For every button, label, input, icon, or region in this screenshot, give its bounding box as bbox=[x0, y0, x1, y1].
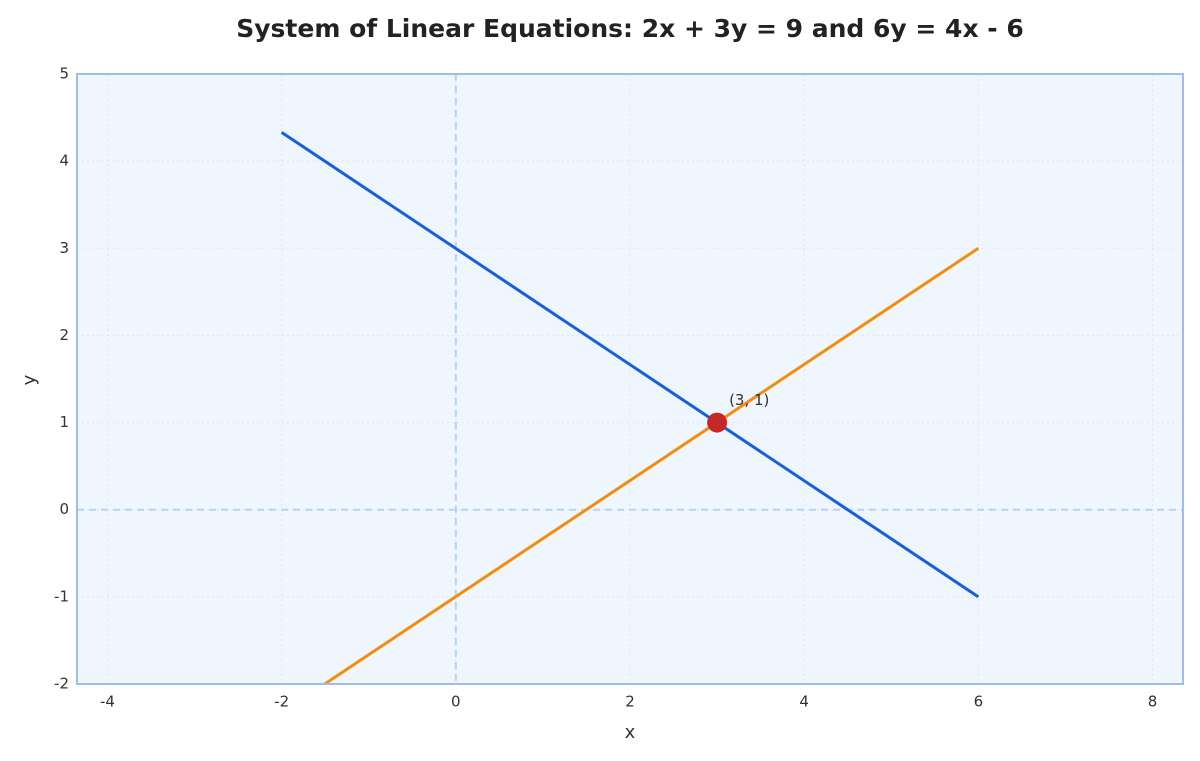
point-label: (3, 1) bbox=[729, 391, 769, 409]
line-series bbox=[322, 247, 980, 684]
x-tick-label: -4 bbox=[100, 693, 115, 711]
x-tick-label: 0 bbox=[451, 693, 461, 711]
y-tick-label: 4 bbox=[59, 152, 69, 170]
y-tick-label: 1 bbox=[59, 413, 69, 431]
x-tick-label: 6 bbox=[974, 693, 984, 711]
y-tick-label: 3 bbox=[59, 239, 69, 257]
x-tick-label: 8 bbox=[1148, 693, 1158, 711]
chart-title: System of Linear Equations: 2x + 3y = 9 … bbox=[236, 14, 1024, 43]
x-tick-label: -2 bbox=[274, 693, 289, 711]
y-axis-label: y bbox=[19, 374, 40, 385]
plot-marks bbox=[280, 131, 980, 684]
y-tick-label: 0 bbox=[59, 500, 69, 518]
plot-frame bbox=[76, 73, 1184, 685]
line-series bbox=[280, 131, 980, 599]
intersection-point bbox=[707, 412, 728, 433]
x-tick-label: 2 bbox=[625, 693, 635, 711]
x-tick-label: 4 bbox=[799, 693, 809, 711]
y-tick-label: -2 bbox=[54, 675, 69, 693]
x-axis-label: x bbox=[625, 722, 636, 743]
y-tick-label: -1 bbox=[54, 587, 69, 605]
y-tick-label: 2 bbox=[59, 326, 69, 344]
y-tick-label: 5 bbox=[59, 65, 69, 83]
